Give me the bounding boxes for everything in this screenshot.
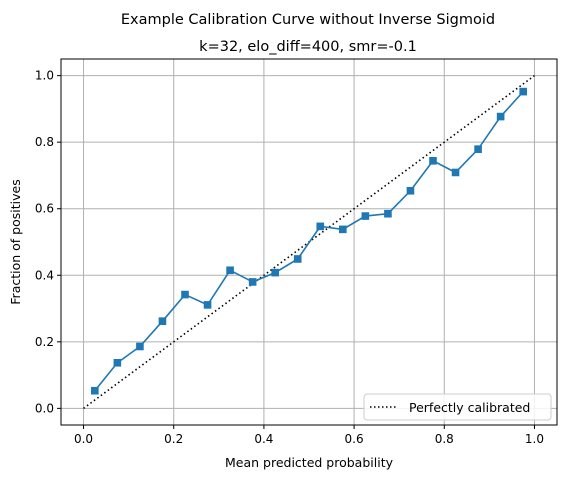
- y-tick-label: 0.0: [35, 401, 54, 415]
- calibration-point-marker: [451, 168, 460, 177]
- calibration-point-marker: [248, 278, 257, 286]
- legend-box: [363, 393, 552, 421]
- calibration-point-marker: [316, 222, 325, 231]
- y-tick-label: 0.4: [35, 268, 54, 282]
- calibration-point-marker: [384, 209, 392, 218]
- calibration-point-marker: [361, 212, 370, 220]
- legend-label-perfectly-calibrated: Perfectly calibrated: [409, 400, 530, 415]
- x-tick-label: 0.2: [164, 432, 183, 446]
- grid-lines: [61, 59, 557, 425]
- calibration-point-marker: [158, 317, 167, 325]
- calibration-point-marker: [203, 301, 212, 309]
- y-tick-label: 1.0: [35, 69, 54, 83]
- x-tick-label: 0.6: [345, 432, 364, 446]
- calibration-point-marker: [474, 145, 482, 153]
- y-tick-label: 0.8: [35, 135, 54, 149]
- x-tick-label: 1.0: [525, 432, 544, 446]
- calibration-point-marker: [181, 290, 189, 299]
- x-tick-label: 0.4: [254, 432, 273, 446]
- chart-title: k=32, elo_diff=400, smr=-0.1: [199, 39, 417, 55]
- x-axis-label: Mean predicted probability: [225, 455, 394, 470]
- calibration-point-marker: [406, 186, 415, 195]
- calibration-point-marker: [519, 87, 527, 96]
- x-tick-label: 0.0: [74, 432, 93, 446]
- calibration-point-marker: [226, 266, 234, 275]
- y-axis-label: Fraction of positives: [8, 179, 23, 304]
- calibration-point-marker: [429, 157, 437, 165]
- y-tick-label: 0.6: [35, 202, 54, 216]
- calibration-point-marker: [91, 386, 99, 395]
- x-tick-label: 0.8: [435, 432, 454, 446]
- plot-series: [83, 74, 535, 410]
- calibration-point-marker: [271, 268, 279, 277]
- calibration-point-marker: [496, 112, 505, 121]
- calibration-point-marker: [339, 225, 347, 234]
- calibration-point-marker: [293, 255, 302, 263]
- calibration-point-marker: [113, 358, 122, 367]
- legend: Perfectly calibrated: [363, 393, 552, 421]
- calibration-point-marker: [136, 342, 144, 351]
- chart-suptitle: Example Calibration Curve without Invers…: [121, 12, 495, 28]
- plot-frame: [60, 58, 558, 426]
- y-tick-label: 0.2: [35, 335, 54, 349]
- axis-ticks: 0.0 0.2 0.4 0.6 0.8 1.0 0.0 0.2 0.4 0.6 0.8 1.0: [35, 69, 544, 446]
